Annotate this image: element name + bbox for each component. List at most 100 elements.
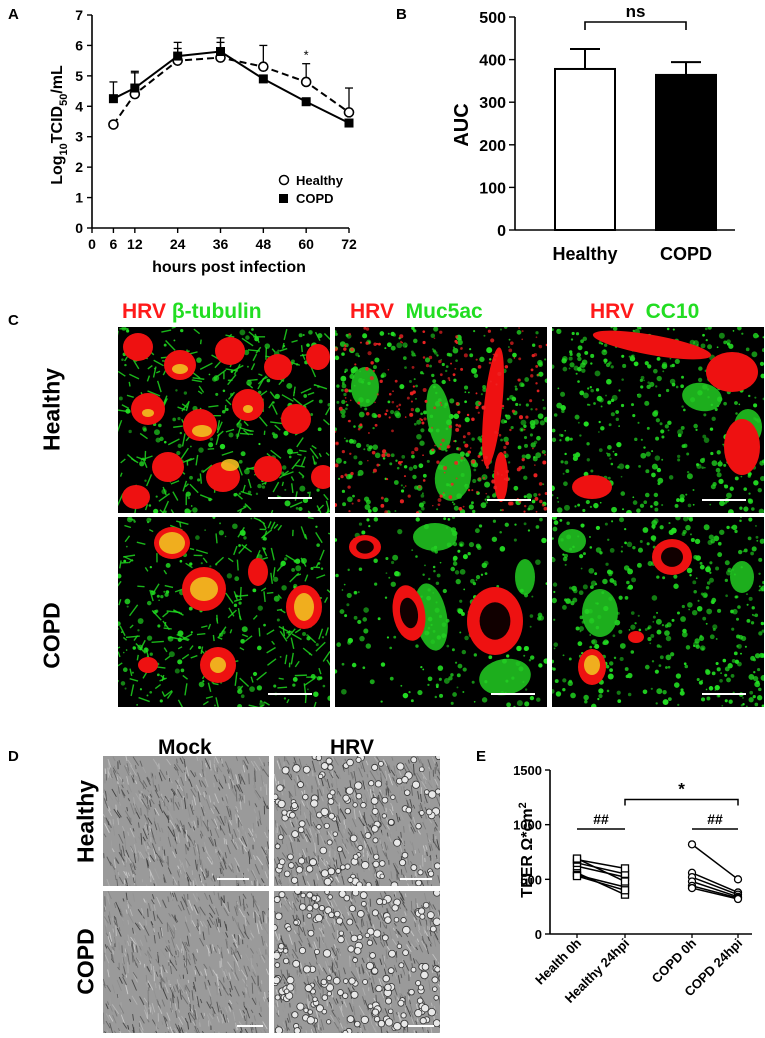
panel-a-y-tick-label: 4 bbox=[75, 98, 83, 114]
panel-a-point-copd bbox=[216, 47, 225, 57]
panel-d-col-hrv: HRV bbox=[330, 736, 374, 759]
legend-copd-label: COPD bbox=[296, 191, 334, 206]
panel-e-point-healthy bbox=[572, 871, 582, 881]
panel-a-significance: * bbox=[304, 48, 309, 63]
panel-e-pair-line bbox=[691, 885, 739, 899]
micrograph-healthy-cc10 bbox=[551, 326, 765, 514]
micrograph-copd-cc10 bbox=[551, 516, 765, 708]
col3-stain-b: CC10 bbox=[645, 300, 700, 323]
panel-a-point-copd bbox=[301, 97, 311, 107]
brightfield-copd-hrv bbox=[274, 891, 440, 1033]
panel-a-point-copd bbox=[173, 51, 183, 61]
scale-bar bbox=[268, 497, 312, 499]
scale-bar bbox=[408, 1025, 434, 1027]
panel-e-point-copd bbox=[733, 894, 743, 904]
panel-a-point-copd bbox=[108, 94, 118, 104]
micrograph-healthy-beta-tubulin bbox=[117, 326, 331, 514]
panel-letter-d: D bbox=[8, 748, 19, 765]
panel-e-point-copd bbox=[687, 840, 697, 849]
panel-b-y-tick-label: 0 bbox=[497, 223, 506, 240]
panel-a-y-tick-label: 0 bbox=[75, 220, 83, 236]
panel-e-point-healthy bbox=[620, 877, 630, 886]
panel-a-x-tick-label: 48 bbox=[256, 236, 272, 252]
panel-e-pair-line bbox=[576, 875, 626, 891]
panel-e-y-tick-label: 0 bbox=[535, 927, 542, 942]
panel-e-pair-line bbox=[576, 858, 626, 870]
panel-a-y-tick-label: 7 bbox=[75, 7, 83, 23]
panel-e-point-copd bbox=[733, 875, 743, 884]
micrograph-copd-beta-tubulin bbox=[117, 516, 331, 708]
panel-e-point-healthy bbox=[620, 886, 630, 895]
col1-stain-a: HRV bbox=[122, 300, 166, 323]
panel-d-row-healthy: Healthy bbox=[72, 779, 99, 864]
panel-b-y-tick-label: 100 bbox=[479, 180, 506, 197]
panel-a-point-healthy bbox=[343, 107, 355, 118]
panel-a-x-tick-label: 6 bbox=[110, 236, 118, 252]
panel-b-significance: ns bbox=[626, 2, 646, 21]
scale-bar bbox=[491, 693, 535, 695]
panel-c-col1-header: HRV β-tubulin bbox=[122, 300, 262, 324]
panel-letter-a: A bbox=[8, 6, 19, 23]
scale-bar bbox=[702, 693, 746, 695]
panel-a-x-tick-label: 60 bbox=[298, 236, 314, 252]
panel-a-y-tick-label: 6 bbox=[75, 37, 83, 53]
scale-bar bbox=[237, 1025, 263, 1027]
panel-a-point-copd bbox=[130, 83, 140, 93]
scale-bar bbox=[702, 499, 746, 501]
panel-c-col2-header: HRV Muc5ac bbox=[350, 300, 483, 324]
panel-e-sig-top: * bbox=[678, 780, 685, 799]
panel-c-col3-header: HRV CC10 bbox=[590, 300, 699, 324]
micrograph-healthy-muc5ac bbox=[334, 326, 548, 514]
panel-b-bar-healthy bbox=[554, 67, 616, 231]
panel-e-pair-line bbox=[691, 843, 739, 880]
panel-e-y-tick-label: 500 bbox=[520, 872, 542, 887]
col2-stain-a: HRV bbox=[350, 300, 394, 323]
panel-a-ylabel: Log10TCID50/mL bbox=[49, 65, 70, 185]
panel-a-x-tick-label: 12 bbox=[127, 236, 143, 252]
panel-b-y-tick-label: 400 bbox=[479, 53, 506, 70]
scale-bar bbox=[217, 878, 249, 880]
panel-a-line-healthy bbox=[112, 56, 350, 126]
panel-a-x-tick-label: 0 bbox=[88, 236, 96, 252]
panel-a-y-tick-label: 2 bbox=[75, 159, 83, 175]
panel-a-y-tick-label: 3 bbox=[75, 129, 83, 145]
panel-a-chart: Log10TCID50/mL hours post infection 0123… bbox=[49, 7, 357, 276]
panel-a-x-tick-label: 36 bbox=[213, 236, 229, 252]
panel-b-y-tick-label: 500 bbox=[479, 10, 506, 27]
panel-b-category-label: COPD bbox=[660, 244, 712, 264]
panel-b-chart: AUC 0 100 200 300 400 500 Healthy COPD ns bbox=[451, 2, 735, 264]
legend-healthy-marker bbox=[278, 174, 290, 186]
panel-e-point-copd bbox=[687, 883, 697, 893]
panel-c-row-copd: COPD bbox=[38, 602, 65, 669]
brightfield-healthy-mock bbox=[103, 756, 269, 886]
col1-stain-b: β-tubulin bbox=[171, 300, 262, 323]
col2-stain-b: Muc5ac bbox=[405, 300, 483, 323]
panel-e-sig-left: ## bbox=[593, 811, 609, 827]
panel-a-x-tick-label: 72 bbox=[341, 236, 357, 252]
panel-a-point-healthy bbox=[108, 119, 119, 130]
panel-a-point-copd bbox=[258, 74, 268, 84]
panel-letter-b: B bbox=[396, 6, 407, 23]
panel-a-point-healthy bbox=[258, 61, 269, 73]
panel-e-y-tick-label: 1000 bbox=[513, 818, 542, 833]
panel-b-category-label: Healthy bbox=[552, 244, 617, 264]
brightfield-healthy-hrv bbox=[274, 756, 440, 886]
panel-e-pair-line bbox=[576, 857, 626, 883]
panel-letter-e: E bbox=[476, 748, 487, 765]
legend-copd-marker bbox=[279, 194, 288, 203]
panel-e-pair-line bbox=[691, 880, 739, 898]
scale-bar bbox=[487, 499, 531, 501]
panel-d-col-mock: Mock bbox=[158, 736, 212, 759]
panel-a-legend: Healthy COPD bbox=[278, 173, 344, 206]
panel-e-point-healthy bbox=[572, 854, 582, 863]
panel-a-point-healthy bbox=[300, 76, 312, 88]
panel-e-sig-right: ## bbox=[707, 811, 723, 827]
panel-e-pair-line bbox=[691, 872, 739, 894]
panel-a-x-tick-label: 24 bbox=[170, 236, 186, 252]
panel-e-pair-line bbox=[576, 874, 626, 888]
panel-e-y-tick-label: 1500 bbox=[513, 763, 542, 778]
panel-e-bracket-top bbox=[624, 798, 739, 806]
panel-d-row-copd: COPD bbox=[72, 928, 99, 995]
panel-e-pair-line bbox=[691, 887, 739, 900]
